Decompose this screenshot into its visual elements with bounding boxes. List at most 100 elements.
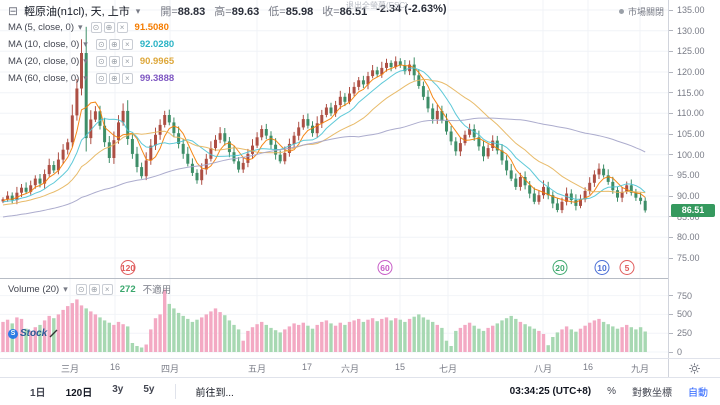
time-axis-label: 17: [301, 362, 313, 372]
remove-icon[interactable]: ×: [121, 39, 133, 50]
visibility-toggle-icon[interactable]: ⊙: [95, 73, 107, 84]
time-axis-label: 四月: [160, 364, 180, 374]
visibility-toggle-icon[interactable]: ⊙: [95, 56, 107, 67]
volume-na-label: 不適用: [142, 285, 172, 296]
day-marker-badge[interactable]: 10: [594, 260, 610, 275]
settings-icon[interactable]: ⊕: [103, 22, 115, 33]
price-axis[interactable]: 135.00 130.00 125.00 120.00 115.00 110.00 105.…: [668, 0, 720, 358]
volume-axis-label: 250: [669, 328, 692, 338]
remove-icon[interactable]: ×: [101, 283, 113, 295]
chevron-down-icon[interactable]: ▾: [78, 22, 83, 32]
price-axis-label: 115.00: [669, 88, 704, 98]
remove-icon[interactable]: ×: [121, 56, 133, 67]
time-axis-label: 九月: [630, 364, 650, 374]
day-marker-badge[interactable]: 5: [619, 260, 635, 275]
ma-value: 90.9965: [139, 56, 175, 67]
chart-canvas[interactable]: [0, 0, 668, 358]
pane-separator[interactable]: [0, 278, 720, 279]
settings-icon[interactable]: ⊕: [108, 73, 120, 84]
volume-indicator-name[interactable]: Volume (20): [8, 283, 60, 295]
ma-indicator-name[interactable]: MA (20, close, 0): [8, 56, 80, 67]
remove-icon[interactable]: ×: [121, 73, 133, 84]
range-button[interactable]: 5y: [143, 384, 155, 395]
stock-logo-icon: S: [8, 328, 18, 339]
remove-icon[interactable]: ×: [116, 22, 128, 33]
ma-10-line: [2, 67, 646, 203]
range-button[interactable]: 120日: [65, 388, 93, 399]
price-axis-label: 110.00: [669, 108, 704, 118]
time-axis[interactable]: 三月 16 四月 五月 17 六月 15 七月 八月 16 九月: [0, 359, 668, 377]
ohlc-values: 開=88.83 高=89.63 低=85.98 收=86.51 -2.34 (-…: [160, 3, 446, 19]
ma-value: 91.5080: [134, 22, 169, 33]
pencil-icon: [49, 329, 58, 338]
time-axis-label: 三月: [60, 364, 80, 374]
exit-fullscreen-hint: 退出全螢幕(ESC): [346, 1, 408, 10]
ma-indicator-name[interactable]: MA (10, close, 0): [8, 39, 80, 50]
visibility-toggle-icon[interactable]: ⊙: [95, 39, 107, 50]
high-value: 89.63: [231, 6, 260, 18]
day-marker-badge[interactable]: 20: [552, 260, 568, 275]
last-price-badge: 86.51: [671, 203, 715, 217]
settings-icon[interactable]: ⊕: [108, 56, 120, 67]
settings-icon[interactable]: ⊕: [108, 39, 120, 50]
close-label: 收=: [322, 6, 340, 18]
price-axis-label: 130.00: [669, 26, 705, 36]
ma-indicator-name[interactable]: MA (60, close, 0): [8, 73, 80, 84]
ma-value: 99.3888: [139, 73, 175, 84]
volume-value: 272: [119, 283, 136, 295]
stock-logo-text: Stock: [20, 328, 48, 339]
price-axis-label: 95.00: [669, 170, 700, 180]
price-axis-label: 90.00: [669, 191, 700, 201]
price-axis-label: 100.00: [669, 150, 705, 160]
chevron-down-icon[interactable]: ▾: [135, 5, 141, 16]
ma-60-line: [2, 117, 646, 218]
chevron-down-icon[interactable]: ▾: [63, 283, 68, 294]
candles-layer: [1, 26, 647, 214]
low-value: 85.98: [285, 6, 314, 18]
goto-date-button[interactable]: 前往到...: [195, 388, 234, 399]
volume-axis-label: 500: [669, 309, 692, 319]
volume-legend: Volume (20) ▾ ⊙ ⊕ × 272 不適用: [8, 282, 171, 296]
auto-scale-button[interactable]: 自動: [688, 388, 708, 399]
price-axis-label: 80.00: [669, 232, 700, 242]
ma-indicator-name[interactable]: MA (5, close, 0): [8, 22, 74, 33]
symbol-title[interactable]: 輕原油(n1cl), 天, 上市: [24, 6, 130, 18]
price-axis-label: 105.00: [669, 129, 705, 139]
open-label: 開=: [160, 6, 178, 18]
ma-value: 92.0280: [139, 39, 175, 50]
chevron-down-icon[interactable]: ▾: [83, 39, 88, 49]
time-axis-label: 七月: [438, 364, 458, 374]
bottom-toolbar: 1日 120日 3y 5y 前往到... 03:34:25 (UTC+8) % 對數坐…: [0, 377, 720, 405]
axis-settings-corner[interactable]: [668, 359, 720, 377]
price-axis-label: 75.00: [669, 253, 700, 263]
day-marker-badge[interactable]: 60: [377, 260, 393, 275]
log-scale-button[interactable]: 對數坐標: [632, 388, 672, 399]
day-marker-badge[interactable]: 120: [120, 260, 136, 275]
chevron-down-icon[interactable]: ▾: [83, 56, 88, 66]
stock-logo-watermark: S Stock: [8, 328, 58, 339]
ma-legend-row: MA (10, close, 0) ▾ ⊙ ⊕ × 92.0280: [8, 39, 174, 50]
open-value: 88.83: [177, 6, 206, 18]
volume-layer: [1, 289, 647, 352]
ma-legend-row: MA (20, close, 0) ▾ ⊙ ⊕ × 90.9965: [8, 56, 174, 67]
gear-icon[interactable]: [688, 362, 701, 375]
market-status-label: 市場關閉: [627, 7, 664, 17]
visibility-toggle-icon[interactable]: ⊙: [90, 22, 102, 33]
range-button[interactable]: 1日: [30, 388, 46, 399]
price-axis-label: 125.00: [669, 46, 705, 56]
high-label: 高=: [214, 6, 232, 18]
time-axis-label: 15: [394, 362, 406, 372]
ma-legend-row: MA (60, close, 0) ▾ ⊙ ⊕ × 99.3888: [8, 73, 174, 84]
time-axis-label: 16: [582, 362, 594, 372]
price-axis-label: 120.00: [669, 67, 705, 77]
clock: 03:34:25 (UTC+8): [509, 386, 592, 397]
settings-icon[interactable]: ⊕: [88, 283, 100, 295]
change-value: -2.34 (-2.63%): [376, 3, 447, 15]
toolbar-divider: [174, 384, 176, 399]
range-button[interactable]: 3y: [112, 384, 124, 395]
low-label: 低=: [268, 6, 286, 18]
chevron-down-icon[interactable]: ▾: [83, 73, 88, 83]
symbol-header: ⊟ 輕原油(n1cl), 天, 上市 ▾ 開=88.83 高=89.63 低=8…: [8, 3, 447, 19]
percent-scale-button[interactable]: %: [607, 386, 616, 397]
visibility-toggle-icon[interactable]: ⊙: [75, 283, 87, 295]
